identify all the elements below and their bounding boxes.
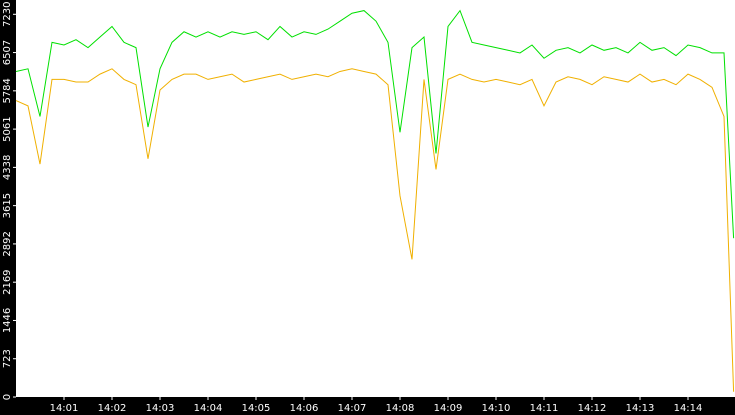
x-tick-label: 14:12 bbox=[578, 403, 607, 414]
x-tick-label: 14:05 bbox=[242, 403, 271, 414]
y-tick-label: 723 bbox=[2, 349, 13, 368]
series-line bbox=[15, 9, 735, 239]
x-tick-label: 14:08 bbox=[386, 403, 415, 414]
y-tick-label: 7230 bbox=[2, 2, 13, 27]
x-tick-label: 14:01 bbox=[50, 403, 79, 414]
y-axis-band bbox=[0, 0, 16, 415]
x-axis-band bbox=[0, 397, 735, 415]
x-tick-label: 14:02 bbox=[98, 403, 127, 414]
y-tick-label: 2169 bbox=[2, 269, 13, 294]
x-tick-label: 14:09 bbox=[434, 403, 463, 414]
y-tick-label: 6507 bbox=[2, 40, 13, 65]
x-tick-label: 14:04 bbox=[194, 403, 223, 414]
x-tick-label: 14:14 bbox=[674, 403, 703, 414]
series-line bbox=[15, 68, 735, 392]
x-tick-label: 14:07 bbox=[338, 403, 367, 414]
y-tick-label: 4338 bbox=[2, 155, 13, 180]
y-tick-label: 5061 bbox=[2, 116, 13, 141]
x-tick-label: 14:10 bbox=[482, 403, 511, 414]
y-tick-label: 2892 bbox=[2, 231, 13, 256]
y-tick-label: 0 bbox=[2, 394, 13, 400]
y-tick-label: 5784 bbox=[2, 78, 13, 103]
x-tick-label: 14:03 bbox=[146, 403, 175, 414]
x-tick-label: 14:06 bbox=[290, 403, 319, 414]
x-tick-label: 14:11 bbox=[530, 403, 559, 414]
y-tick-label: 3615 bbox=[2, 193, 13, 218]
x-tick-label: 14:13 bbox=[626, 403, 655, 414]
y-tick-label: 1446 bbox=[2, 308, 13, 333]
